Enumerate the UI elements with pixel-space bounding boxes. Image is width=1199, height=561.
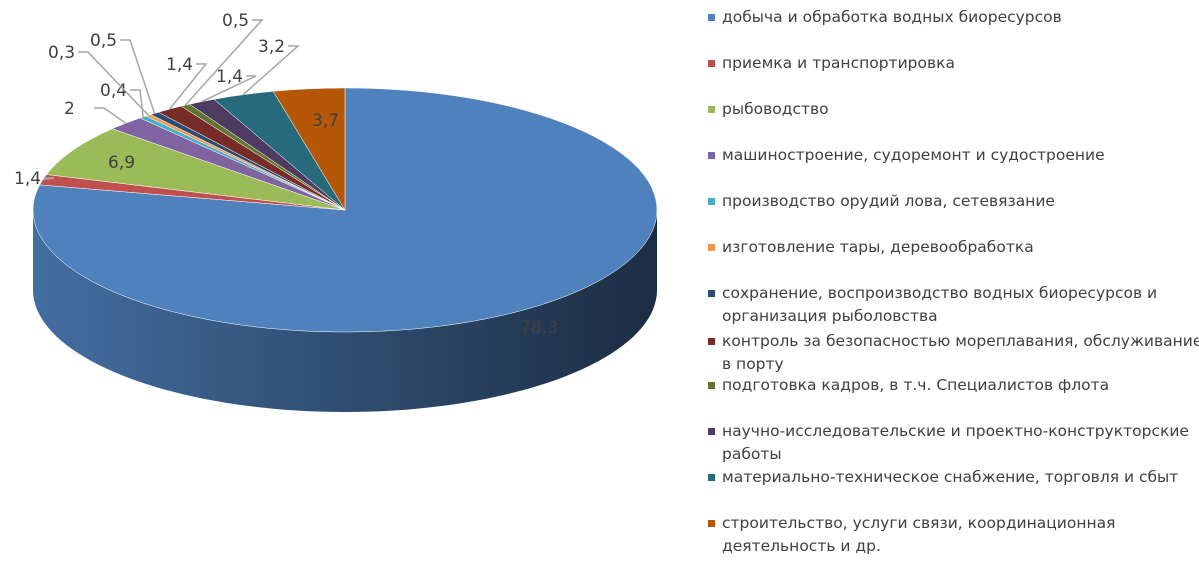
legend-swatch — [708, 474, 715, 481]
legend-label: материально-техническое снабжение, торго… — [722, 468, 1179, 486]
data-label: 1,4 — [216, 67, 243, 87]
data-label: 0,3 — [48, 43, 75, 63]
legend-swatch — [708, 14, 715, 21]
data-label: 3,2 — [258, 37, 285, 57]
legend-label: сохранение, воспроизводство водных биоре… — [722, 284, 1158, 325]
legend-swatch — [708, 338, 715, 345]
data-label: 0,5 — [222, 11, 249, 31]
legend-swatch — [708, 106, 715, 113]
legend-item: приемка и транспортировка — [706, 52, 1199, 75]
pie-slice — [272, 87, 346, 211]
legend-item: машиностроение, судоремонт и судостроени… — [706, 144, 1199, 167]
legend-item: контроль за безопасностью мореплавания, … — [706, 330, 1199, 376]
leader-line — [242, 45, 300, 96]
leader-line — [42, 177, 55, 181]
leader-line — [94, 107, 127, 124]
data-label: 0,4 — [100, 81, 127, 101]
legend-item: материально-техническое снабжение, торго… — [706, 466, 1199, 489]
legend-swatch — [708, 244, 715, 251]
leader-line — [78, 51, 149, 116]
legend-label: производство орудий лова, сетевязание — [722, 192, 1055, 210]
legend-item: изготовление тары, деревообработка — [706, 236, 1199, 259]
legend-swatch — [708, 428, 715, 435]
data-label: 78,3 — [520, 318, 558, 338]
legend-item: сохранение, воспроизводство водных биоре… — [706, 282, 1199, 328]
data-label: 3,7 — [312, 111, 339, 131]
legend-item: рыбоводство — [706, 98, 1199, 121]
legend-label: изготовление тары, деревообработка — [722, 238, 1034, 256]
legend-label: приемка и транспортировка — [722, 54, 955, 72]
legend-label: контроль за безопасностью мореплавания, … — [722, 332, 1199, 373]
data-label: 1,4 — [14, 169, 41, 189]
legend-swatch — [708, 152, 715, 159]
pie-side — [33, 210, 657, 412]
leader-line — [184, 19, 264, 106]
legend-item: добыча и обработка водных биоресурсов — [706, 6, 1199, 29]
legend-item: производство орудий лова, сетевязание — [706, 190, 1199, 213]
legend-label: строительство, услуги связи, координацио… — [722, 514, 1116, 555]
legend-swatch — [708, 60, 715, 67]
legend-swatch — [708, 382, 715, 389]
leader-line — [120, 39, 156, 114]
legend-swatch — [708, 520, 715, 527]
legend-label: рыбоводство — [722, 100, 829, 118]
data-label: 0,5 — [90, 31, 117, 51]
pie-slice — [46, 128, 346, 211]
legend-label: машиностроение, судоремонт и судостроени… — [722, 146, 1105, 164]
data-label: 1,4 — [166, 55, 193, 75]
legend-item: научно-исследовательские и проектно-конс… — [706, 420, 1199, 466]
data-label: 6,9 — [108, 153, 135, 173]
data-label: 2 — [64, 99, 75, 119]
legend-swatch — [708, 198, 715, 205]
legend-item: подготовка кадров, в т.ч. Специалистов ф… — [706, 374, 1199, 397]
legend-label: подготовка кадров, в т.ч. Специалистов ф… — [722, 376, 1110, 394]
legend-swatch — [708, 290, 715, 297]
leader-line — [201, 75, 257, 103]
legend-label: научно-исследовательские и проектно-конс… — [722, 422, 1189, 463]
leader-line — [169, 63, 208, 110]
legend-item: строительство, услуги связи, координацио… — [706, 512, 1199, 558]
legend-label: добыча и обработка водных биоресурсов — [722, 8, 1062, 26]
